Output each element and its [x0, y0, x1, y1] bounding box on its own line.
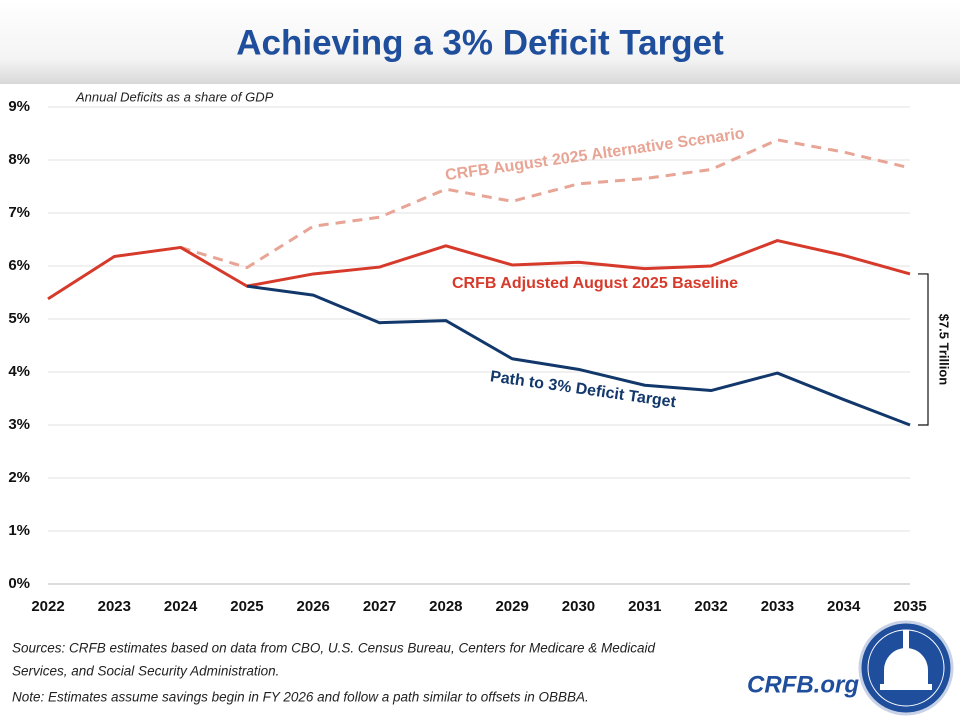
x-tick-label: 2034 [827, 598, 861, 615]
series-label: Path to 3% Deficit Target [489, 368, 677, 411]
x-tick-label: 2028 [429, 598, 462, 615]
x-tick-label: 2023 [98, 598, 131, 615]
chart-title: Achieving a 3% Deficit Target [236, 23, 724, 62]
bracket-label: $7.5 Trillion [937, 314, 952, 386]
sources-line: Sources: CRFB estimates based on data fr… [12, 641, 656, 656]
y-tick-label: 7% [8, 204, 30, 221]
x-tick-label: 2030 [562, 598, 595, 615]
y-tick-label: 9% [8, 98, 30, 115]
y-tick-label: 5% [8, 310, 30, 327]
x-tick-label: 2027 [363, 598, 396, 615]
x-tick-label: 2022 [31, 598, 64, 615]
y-tick-label: 1% [8, 522, 30, 539]
y-tick-label: 8% [8, 151, 30, 168]
y-tick-label: 2% [8, 469, 30, 486]
bracket [918, 273, 929, 426]
y-tick-label: 3% [8, 416, 30, 433]
x-tick-label: 2031 [628, 598, 661, 615]
series-line [47, 239, 911, 301]
chart-subtitle: Annual Deficits as a share of GDP [75, 89, 274, 104]
header-band [0, 0, 960, 84]
note: Note: Estimates assume savings begin in … [12, 690, 589, 705]
brand: CRFB.org [747, 671, 859, 698]
sources-line: Services, and Social Security Administra… [12, 664, 279, 679]
x-tick-label: 2026 [297, 598, 330, 615]
logo [858, 620, 954, 716]
series-label: CRFB Adjusted August 2025 Baseline [452, 275, 738, 292]
x-tick-label: 2025 [230, 598, 263, 615]
y-tick-label: 4% [8, 363, 30, 380]
series-label: CRFB August 2025 Alternative Scenario [444, 125, 746, 184]
y-tick-label: 6% [8, 257, 30, 274]
x-tick-label: 2033 [761, 598, 794, 615]
x-tick-label: 2032 [694, 598, 727, 615]
x-tick-label: 2035 [893, 598, 926, 615]
series-line [246, 284, 911, 427]
x-tick-label: 2024 [164, 598, 198, 615]
x-tick-label: 2029 [495, 598, 528, 615]
y-tick-label: 0% [8, 575, 30, 592]
